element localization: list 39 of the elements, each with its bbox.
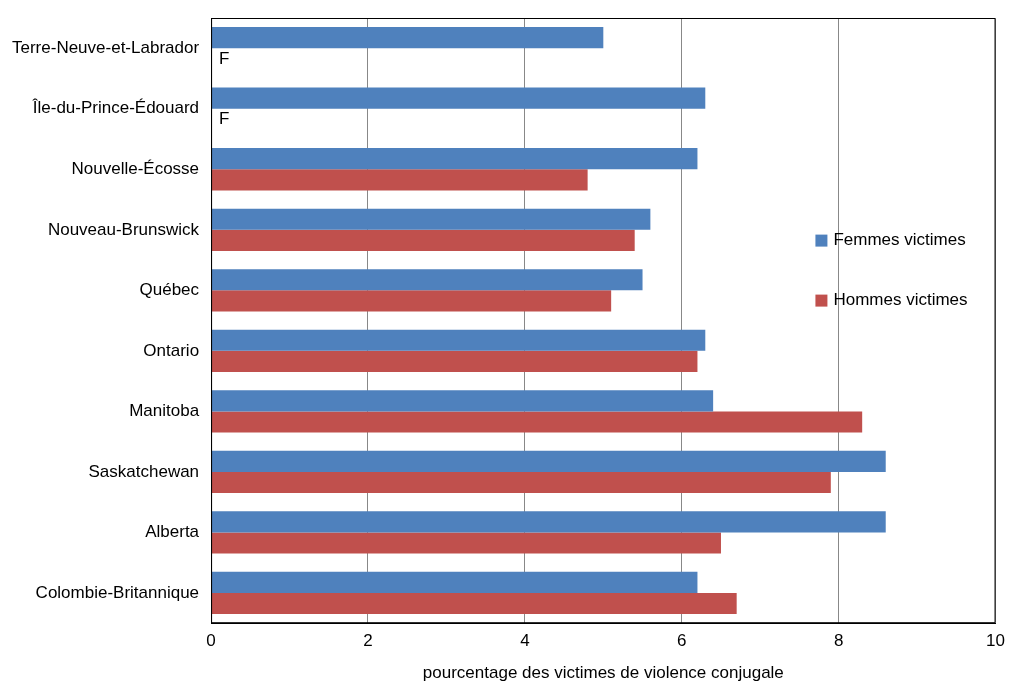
legend-label: Femmes victimes: [833, 230, 966, 250]
bar: [211, 148, 698, 170]
x-tick-label: 4: [520, 631, 530, 651]
y-tick-label: Québec: [139, 280, 200, 300]
bar: [211, 329, 706, 351]
bar: [211, 390, 714, 412]
bar: [211, 87, 706, 109]
x-tick-label: 6: [677, 631, 687, 651]
bar: [211, 229, 635, 251]
bar: [211, 27, 604, 49]
y-tick-label: Ontario: [143, 340, 200, 360]
bar: [211, 269, 643, 291]
bar: [211, 208, 651, 230]
bar: [211, 450, 886, 472]
bar: [211, 169, 588, 191]
bar: [211, 290, 612, 312]
y-tick-label: Île-du-Prince-Édouard: [31, 98, 200, 118]
x-tick-label: 8: [833, 631, 844, 651]
y-tick-label: Manitoba: [129, 401, 200, 421]
annotation: F: [219, 48, 230, 68]
annotation: F: [219, 109, 230, 129]
y-tick-label: Saskatchewan: [88, 461, 200, 481]
y-tick-label: Terre-Neuve-et-Labrador: [11, 37, 200, 57]
x-tick-label: 2: [363, 631, 373, 651]
y-tick-label: Alberta: [145, 522, 200, 542]
x-tick-label: 10: [986, 631, 1006, 651]
bar: [211, 350, 698, 373]
y-tick-label: Nouveau-Brunswick: [47, 219, 200, 239]
y-tick-label: Nouvelle-Écosse: [71, 158, 200, 178]
x-tick-label: 0: [206, 631, 216, 651]
bar: [211, 511, 886, 533]
x-axis-title: pourcentage des victimes de violence conjugale: [422, 663, 784, 683]
bar: [211, 592, 737, 615]
bar: [211, 532, 721, 554]
y-tick-label: Colombie-Britannique: [35, 582, 200, 602]
bar: [211, 411, 863, 433]
bar: [211, 471, 831, 494]
bar: [211, 571, 698, 593]
legend-label: Hommes victimes: [833, 290, 968, 310]
